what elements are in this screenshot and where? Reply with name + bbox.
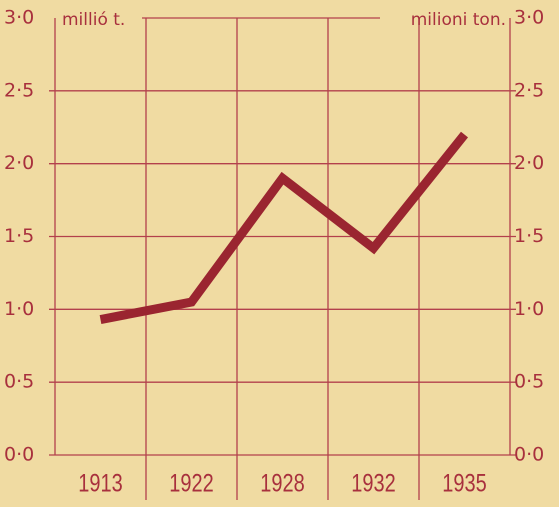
y-axis-label-left: millió t. <box>62 10 125 30</box>
y-tick-label-right: 3·0 <box>514 7 544 29</box>
y-axis-label-right: milioni ton. <box>411 10 506 30</box>
y-tick-label: 2·5 <box>4 79 34 101</box>
data-line <box>99 131 469 324</box>
y-tick-label: 1·0 <box>4 298 34 320</box>
y-tick-label-right: 0·5 <box>514 371 544 393</box>
y-tick-label: 3·0 <box>4 7 34 29</box>
x-tick-label: 1928 <box>260 470 304 498</box>
y-tick-label-right: 2·5 <box>514 79 544 101</box>
x-tick-label: 1913 <box>78 470 122 498</box>
label-bg <box>58 6 142 30</box>
y-tick-label: 0·5 <box>4 371 34 393</box>
y-tick-label-right: 0·0 <box>514 444 544 466</box>
y-tick-label-right: 1·0 <box>514 298 544 320</box>
y-tick-label: 0·0 <box>4 444 34 466</box>
x-tick-label: 1922 <box>169 470 213 498</box>
y-tick-label: 2·0 <box>4 152 34 174</box>
x-tick-label: 1932 <box>351 470 395 498</box>
y-tick-label: 1·5 <box>4 225 34 247</box>
x-tick-label: 1935 <box>442 470 486 498</box>
y-tick-label-right: 1·5 <box>514 225 544 247</box>
y-tick-label-right: 2·0 <box>514 152 544 174</box>
